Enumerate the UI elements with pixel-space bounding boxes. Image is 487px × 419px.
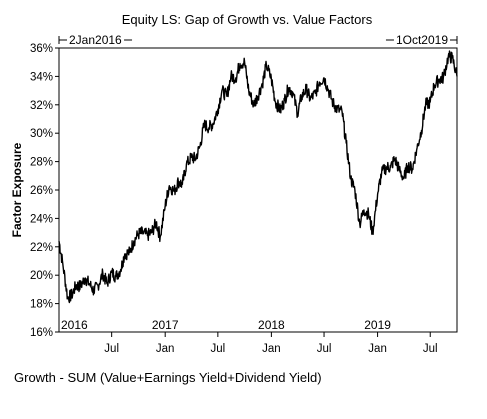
x-tick-label: Jan <box>368 343 387 355</box>
y-tick-label: 22% <box>30 242 53 254</box>
y-tick-label: 26% <box>30 185 53 197</box>
x-axis: Jul Jan Jul Jan Jul Jan Jul <box>104 332 438 355</box>
x-tick-label: Jul <box>104 343 119 355</box>
legend-series-name: Growth - SUM (Value+Earnings Yield+Divid… <box>14 370 322 385</box>
year-label: 2018 <box>258 318 285 332</box>
y-tick-label: 20% <box>30 270 53 282</box>
end-date-label: 1Oct2019 <box>396 33 448 47</box>
y-tick-label: 32% <box>30 100 53 112</box>
x-tick-label: Jan <box>262 343 281 355</box>
x-tick-label: Jul <box>317 343 332 355</box>
y-axis: 16% 18% 20% 22% 24% 26% 28% 30% 32% 34% 36% <box>30 43 59 339</box>
plot-area <box>58 47 458 333</box>
year-labels: 2016 2017 2018 2019 <box>61 318 391 332</box>
y-tick-label: 34% <box>30 71 53 83</box>
y-tick-label: 24% <box>30 213 53 225</box>
year-label: 2019 <box>364 318 391 332</box>
y-axis-label: Factor Exposure <box>10 142 24 237</box>
year-label: 2016 <box>61 318 88 332</box>
x-tick-label: Jul <box>210 343 225 355</box>
year-label: 2017 <box>152 318 179 332</box>
y-tick-label: 30% <box>30 128 53 140</box>
y-tick-label: 36% <box>30 43 53 55</box>
series-line-growth-minus-value <box>58 50 458 304</box>
y-tick-label: 18% <box>30 299 53 311</box>
y-tick-label: 28% <box>30 157 53 169</box>
y-tick-label: 16% <box>30 327 53 339</box>
x-tick-label: Jan <box>156 343 175 355</box>
chart-title: Equity LS: Gap of Growth vs. Value Facto… <box>122 12 373 27</box>
x-tick-label: Jul <box>423 343 438 355</box>
start-date-label: 2Jan2016 <box>69 33 122 47</box>
